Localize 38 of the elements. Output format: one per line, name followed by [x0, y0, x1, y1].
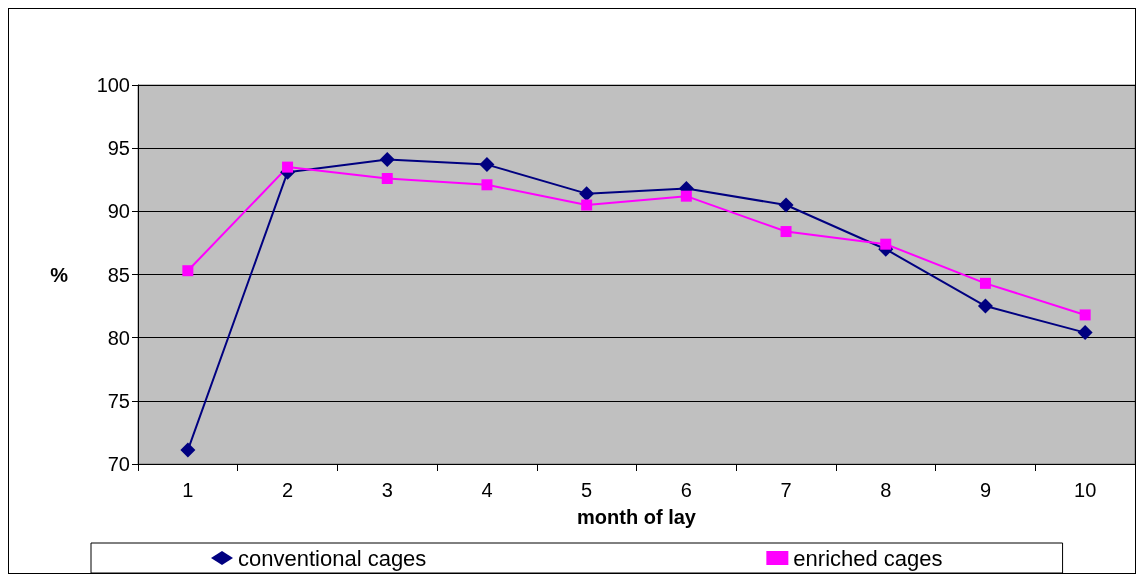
point — [379, 152, 395, 168]
x-tick-label: 7 — [780, 479, 792, 501]
x-tick-label: 8 — [880, 479, 892, 501]
point — [481, 179, 493, 191]
x-tick-label: 6 — [680, 479, 692, 501]
y-tick-label: 80 — [107, 326, 130, 349]
point — [1079, 309, 1091, 321]
x-tick-label: 5 — [581, 479, 593, 501]
y-tick-label: 75 — [107, 389, 130, 412]
x-tick-label: 2 — [281, 479, 294, 501]
x-tick-label: 3 — [381, 479, 393, 501]
point — [977, 298, 993, 314]
y-tick-label: 90 — [107, 200, 130, 223]
point — [579, 186, 595, 202]
x-tick-label: 10 — [1074, 479, 1097, 501]
point — [479, 157, 495, 173]
y-tick-label: 100 — [96, 74, 130, 96]
point — [581, 199, 593, 211]
x-tick-label: 4 — [481, 479, 493, 501]
x-tick-label: 9 — [979, 479, 992, 501]
point — [880, 238, 892, 250]
point — [180, 442, 196, 458]
point — [780, 226, 792, 238]
point — [282, 161, 294, 173]
y-axis-title: % — [50, 263, 69, 286]
point — [182, 265, 194, 277]
x-axis-title: month of lay — [577, 506, 697, 528]
point — [979, 277, 991, 289]
point — [1077, 325, 1093, 341]
point — [778, 197, 794, 213]
x-tick-label: 1 — [182, 479, 194, 501]
legend-label: conventional cages — [238, 545, 427, 571]
point — [680, 190, 692, 202]
y-tick-label: 95 — [107, 137, 130, 160]
point — [381, 172, 393, 184]
legend-label: enriched cages — [793, 545, 943, 571]
y-tick-label: 70 — [107, 453, 130, 475]
y-tick-label: 85 — [107, 263, 130, 286]
